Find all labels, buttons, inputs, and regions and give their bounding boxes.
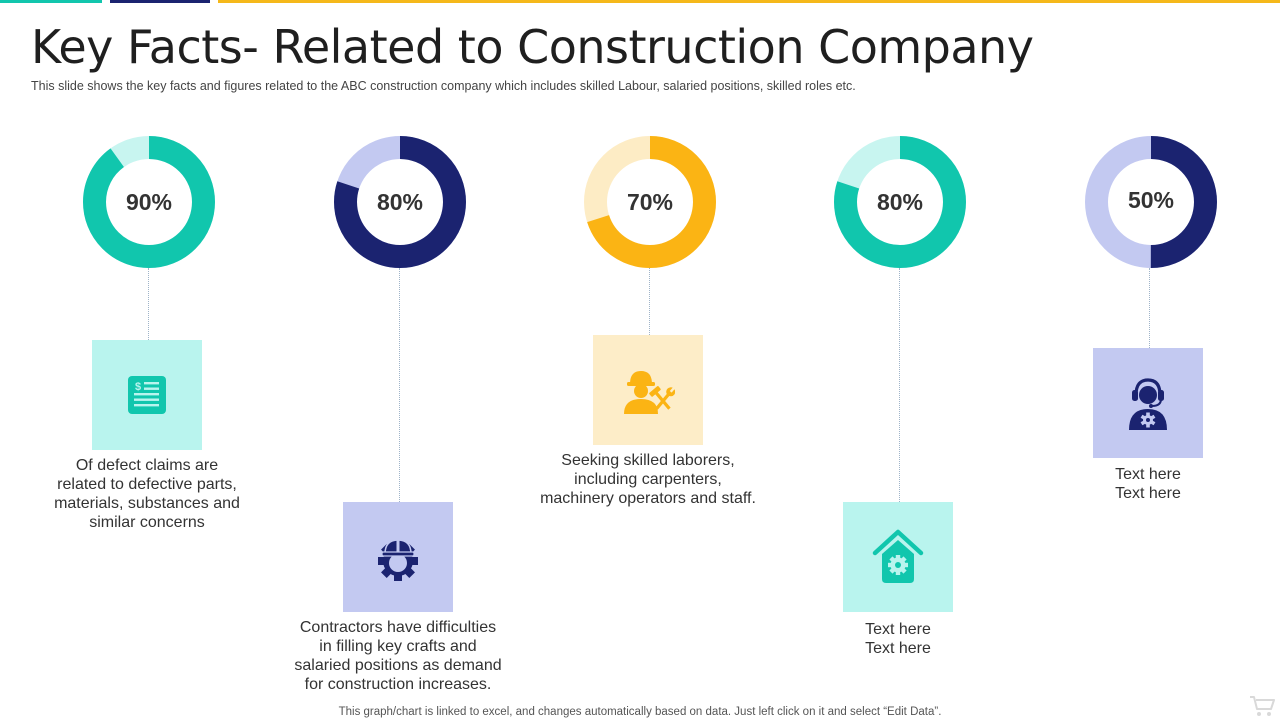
icon-box [1093, 348, 1203, 458]
percent-label: 80% [376, 188, 424, 215]
donut-arc [1085, 136, 1217, 268]
donut-arc [584, 136, 716, 268]
page-title: Key Facts- Related to Construction Compa… [31, 20, 1034, 74]
icon-box [843, 502, 953, 612]
page-subtitle: This slide shows the key facts and figur… [31, 79, 856, 93]
fact-description: Text here Text here [1115, 466, 1181, 502]
donut-chart-4[interactable]: 80% [834, 136, 966, 268]
home-gear-icon [872, 529, 924, 583]
invoice-icon: $ [128, 376, 166, 414]
percent-label: 80% [876, 188, 924, 215]
fact-description: Text here Text here [865, 621, 931, 657]
connector-line [148, 268, 149, 340]
donut-chart-3[interactable]: 70% [584, 136, 716, 268]
fact-description: Seeking skilled laborers, including carp… [540, 452, 756, 507]
footer-note: This graph/chart is linked to excel, and… [338, 706, 942, 718]
top-accent-bar-gold [218, 0, 1280, 3]
donut-chart-5[interactable]: 50% [1085, 136, 1217, 268]
support-agent-icon [1129, 378, 1167, 430]
donut-arc [83, 136, 215, 268]
donut-arc [834, 136, 966, 268]
cart-icon [1250, 696, 1275, 716]
connector-line [399, 268, 400, 502]
donut-arc [334, 136, 466, 268]
donut-chart-2[interactable]: 80% [334, 136, 466, 268]
construction-worker-icon [624, 371, 675, 414]
top-accent-bar-teal [0, 0, 102, 3]
gear-hardhat-icon [378, 539, 418, 581]
connector-line [899, 268, 900, 502]
top-accent-bar-navy [110, 0, 210, 3]
connector-line [1149, 268, 1150, 348]
icon-box [593, 335, 703, 445]
percent-label: 90% [125, 188, 173, 215]
percent-label: 70% [626, 188, 674, 215]
percent-label: 50% [1127, 186, 1175, 213]
fact-description: Of defect claims are related to defectiv… [54, 457, 240, 531]
svg-text:$: $ [135, 381, 141, 393]
icon-box [343, 502, 453, 612]
connector-line [649, 268, 650, 335]
fact-description: Contractors have difficulties in filling… [294, 619, 502, 693]
icon-box: $ [92, 340, 202, 450]
donut-chart-1[interactable]: 90% [83, 136, 215, 268]
